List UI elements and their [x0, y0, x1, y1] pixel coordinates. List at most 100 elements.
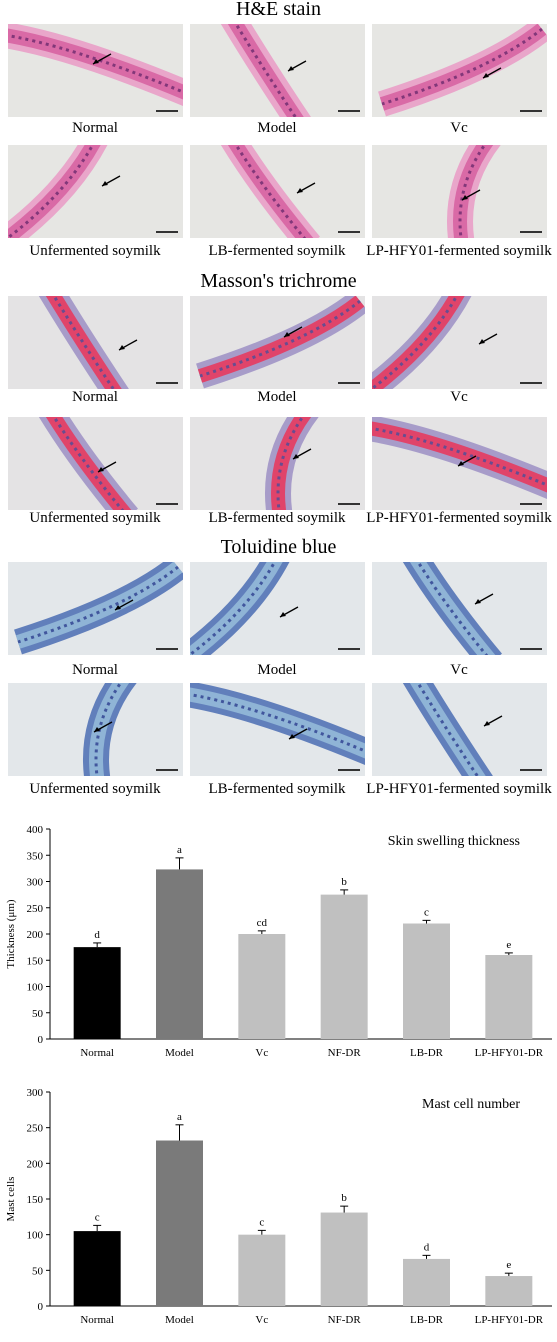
panel-caption: Normal: [72, 120, 118, 136]
bar: [403, 1258, 450, 1306]
y-tick-label: 350: [27, 850, 44, 862]
micrograph-panel: [190, 24, 365, 117]
x-tick-label: Normal: [80, 1047, 114, 1059]
micrograph-image: [190, 683, 365, 776]
micrograph-image: [190, 145, 365, 238]
x-tick-label: Normal: [80, 1314, 114, 1326]
y-tick-label: 250: [27, 1123, 44, 1135]
x-tick-label: Vc: [255, 1314, 268, 1326]
micrograph-panel: [372, 24, 547, 117]
panel-caption: Vc: [450, 120, 468, 136]
micrograph-panel: [190, 683, 365, 776]
y-tick-label: 300: [27, 877, 44, 889]
micrograph-panel: [190, 417, 365, 510]
y-tick-label: 250: [27, 903, 44, 915]
y-tick-label: 150: [27, 1194, 44, 1206]
micrograph-image: [8, 562, 183, 655]
y-axis-label: Mast cells: [5, 1177, 17, 1222]
error-bar: [422, 919, 431, 924]
y-tick-label: 300: [27, 1087, 44, 1099]
micrograph-image: [8, 683, 183, 776]
micrograph-panel: [190, 296, 365, 389]
bar: [485, 1276, 533, 1306]
panel-caption: LB-fermented soymilk: [208, 243, 346, 259]
arrow-icon: [101, 175, 121, 187]
bar: [73, 947, 121, 1039]
x-tick-label: NF-DR: [328, 1314, 362, 1326]
panel-caption: LP-HFY01-fermented soymilk: [366, 243, 552, 259]
bar: [485, 955, 533, 1039]
x-tick-label: LB-DR: [410, 1314, 444, 1326]
significance-letter: d: [424, 1241, 430, 1253]
y-tick-label: 50: [32, 1008, 44, 1020]
arrow-icon: [93, 721, 113, 733]
micrograph-image: [372, 296, 547, 389]
arrow-icon: [283, 326, 303, 338]
panel-caption: Unfermented soymilk: [29, 243, 161, 259]
micrograph-image: [8, 24, 183, 117]
micrograph-image: [8, 296, 183, 389]
arrow-icon: [482, 67, 502, 79]
bar: [156, 869, 203, 1039]
x-tick-label: Vc: [255, 1047, 268, 1059]
significance-letter: b: [341, 876, 347, 888]
chart-title: Mast cell number: [422, 1097, 520, 1112]
panel-caption: Unfermented soymilk: [29, 781, 161, 797]
panel-caption: Normal: [72, 389, 118, 405]
significance-letter: d: [94, 929, 100, 941]
error-bar: [340, 1205, 349, 1213]
micrograph-image: [372, 145, 547, 238]
y-tick-label: 400: [27, 824, 44, 836]
significance-letter: c: [95, 1211, 100, 1223]
micrograph-panel: [190, 145, 365, 238]
arrow-icon: [457, 455, 477, 467]
micrograph-image: [372, 24, 547, 117]
arrow-icon: [474, 593, 494, 605]
micrograph-panel: [8, 24, 183, 117]
section-title: Toluidine blue: [220, 536, 337, 558]
x-tick-label: Model: [165, 1314, 194, 1326]
y-tick-label: 100: [27, 982, 44, 994]
error-bar: [504, 952, 513, 955]
bar: [238, 934, 286, 1039]
micrograph-panel: [190, 562, 365, 655]
x-tick-label: LP-HFY01-DR: [475, 1047, 544, 1059]
bar-chart: 0 50 100 150 200 250 300 Mast cells Mast cell nu…: [0, 1075, 557, 1337]
panel-caption: Normal: [72, 662, 118, 678]
error-bar: [93, 942, 102, 948]
bar-chart: 0 50 100 150 200 250 300 350 400 Thickness (μm) Sk…: [0, 812, 557, 1074]
y-axis-label: Thickness (μm): [5, 899, 17, 968]
x-tick-label: LP-HFY01-DR: [475, 1314, 544, 1326]
error-bar: [340, 889, 349, 895]
arrow-icon: [279, 606, 299, 618]
arrow-icon: [118, 339, 138, 351]
micrograph-panel: [372, 417, 547, 510]
arrow-icon: [288, 728, 308, 740]
error-bar: [422, 1254, 431, 1259]
panel-caption: Model: [257, 389, 297, 405]
significance-letter: a: [177, 1111, 182, 1123]
arrow-icon: [114, 599, 134, 611]
significance-letter: a: [177, 844, 182, 856]
micrograph-image: [372, 417, 547, 510]
x-tick-label: NF-DR: [328, 1047, 362, 1059]
panel-caption: Vc: [450, 389, 468, 405]
micrograph-panel: [8, 683, 183, 776]
panel-caption: Model: [257, 662, 297, 678]
y-tick-label: 200: [27, 1158, 44, 1170]
micrograph-panel: [8, 296, 183, 389]
significance-letter: cd: [257, 917, 268, 929]
micrograph-panel: [372, 296, 547, 389]
arrow-icon: [478, 333, 498, 345]
micrograph-image: [190, 296, 365, 389]
arrow-icon: [461, 189, 481, 201]
panel-caption: Unfermented soymilk: [29, 510, 161, 526]
bar: [320, 1212, 368, 1306]
significance-letter: c: [424, 906, 429, 918]
error-bar: [504, 1272, 513, 1277]
micrograph-panel: [8, 145, 183, 238]
bar: [156, 1140, 203, 1306]
arrow-icon: [92, 53, 112, 65]
panel-caption: Model: [257, 120, 297, 136]
error-bar: [175, 1124, 184, 1141]
